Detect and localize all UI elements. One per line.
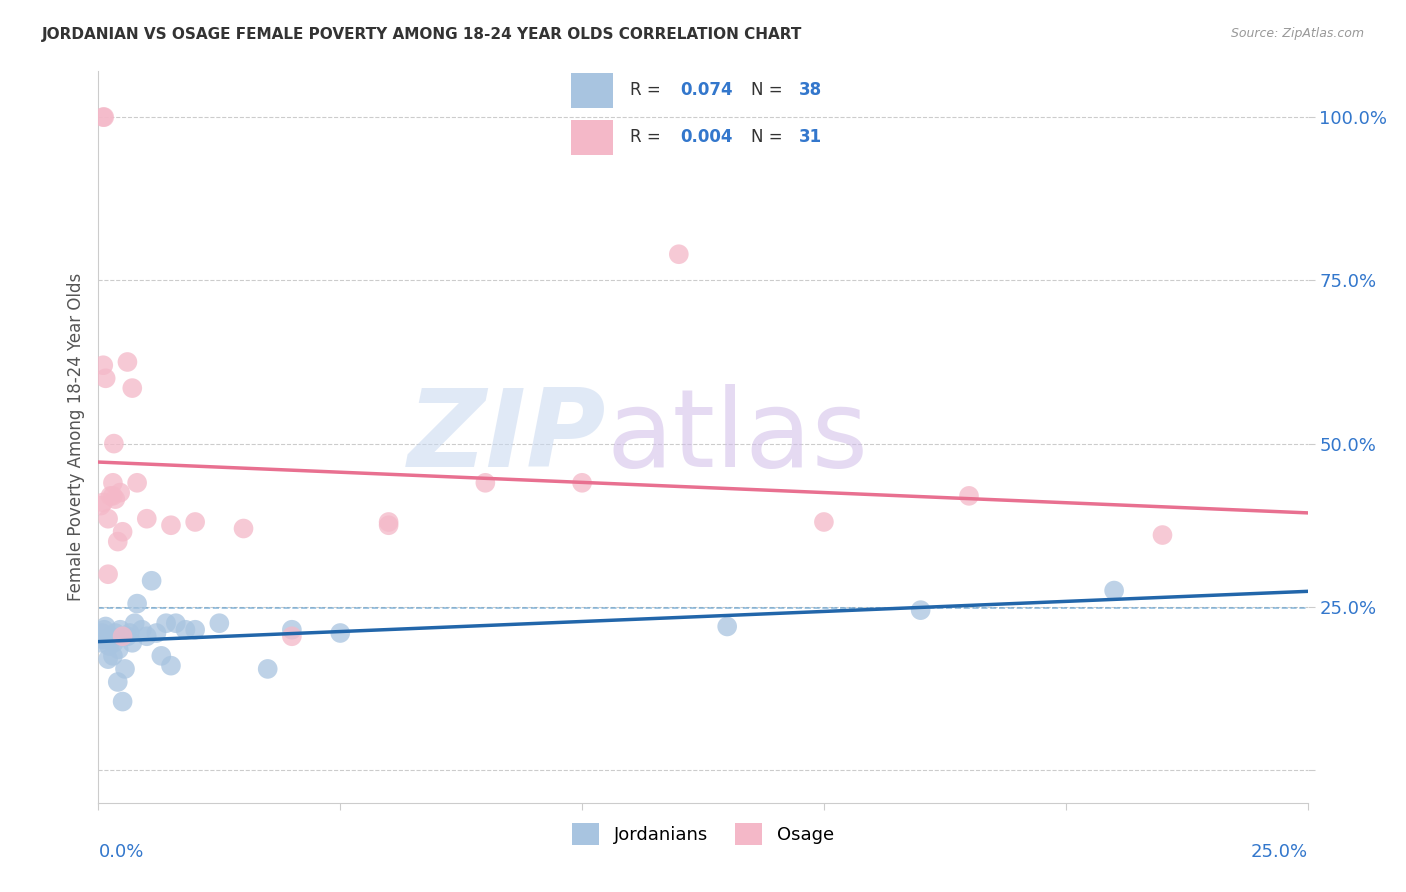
Point	[121, 636, 143, 650]
Point	[135, 512, 157, 526]
Point	[1152, 528, 1174, 542]
Point	[108, 485, 131, 500]
Point	[155, 616, 177, 631]
Point	[98, 639, 121, 653]
Point	[571, 475, 593, 490]
Text: 25.0%: 25.0%	[1250, 843, 1308, 861]
Point	[101, 489, 124, 503]
Point	[100, 489, 122, 503]
Point	[91, 110, 114, 124]
Point	[281, 623, 304, 637]
Text: 0.004: 0.004	[681, 128, 733, 146]
Text: N =: N =	[751, 81, 789, 99]
Point	[813, 515, 835, 529]
Point	[329, 626, 352, 640]
Point	[135, 629, 157, 643]
Point	[117, 355, 139, 369]
Point	[104, 626, 127, 640]
Point	[103, 436, 125, 450]
Point	[103, 636, 125, 650]
Bar	[571, 120, 613, 155]
Point	[141, 574, 163, 588]
Point	[114, 662, 136, 676]
Point	[94, 619, 117, 633]
Point	[127, 475, 149, 490]
Point	[124, 616, 146, 631]
Point	[91, 632, 114, 647]
Point	[97, 652, 120, 666]
Point	[111, 629, 134, 643]
Point	[208, 616, 231, 631]
Text: JORDANIAN VS OSAGE FEMALE POVERTY AMONG 18-24 YEAR OLDS CORRELATION CHART: JORDANIAN VS OSAGE FEMALE POVERTY AMONG …	[42, 27, 803, 42]
Point	[118, 626, 141, 640]
Point	[91, 358, 114, 372]
Point	[668, 247, 690, 261]
Point	[91, 495, 114, 509]
Point	[101, 475, 124, 490]
Point	[377, 515, 399, 529]
Text: N =: N =	[751, 128, 789, 146]
Point	[160, 518, 183, 533]
Point	[117, 629, 139, 643]
Point	[107, 642, 129, 657]
Text: 31: 31	[799, 128, 821, 146]
Point	[256, 662, 278, 676]
Point	[474, 475, 496, 490]
Point	[910, 603, 932, 617]
Text: R =: R =	[630, 128, 666, 146]
Point	[127, 597, 149, 611]
Point	[97, 512, 120, 526]
Text: Source: ZipAtlas.com: Source: ZipAtlas.com	[1230, 27, 1364, 40]
Point	[101, 648, 124, 663]
Point	[93, 623, 115, 637]
Point	[108, 623, 131, 637]
Legend: Jordanians, Osage: Jordanians, Osage	[565, 816, 841, 852]
Text: atlas: atlas	[606, 384, 869, 490]
Point	[957, 489, 980, 503]
Point	[232, 521, 254, 535]
Point	[104, 492, 127, 507]
Point	[100, 629, 122, 643]
Point	[281, 629, 304, 643]
Point	[184, 623, 207, 637]
Point	[107, 534, 129, 549]
Point	[377, 518, 399, 533]
Point	[90, 499, 112, 513]
Text: 38: 38	[799, 81, 821, 99]
Text: ZIP: ZIP	[408, 384, 606, 490]
Point	[111, 524, 134, 539]
Point	[716, 619, 738, 633]
Point	[150, 648, 173, 663]
Point	[131, 623, 153, 637]
Point	[94, 371, 117, 385]
Point	[160, 658, 183, 673]
Point	[111, 695, 134, 709]
Point	[93, 110, 115, 124]
Text: R =: R =	[630, 81, 666, 99]
Point	[184, 515, 207, 529]
Point	[174, 623, 197, 637]
Point	[1102, 583, 1125, 598]
Point	[165, 616, 187, 631]
Point	[97, 567, 120, 582]
Point	[107, 675, 129, 690]
Point	[90, 636, 112, 650]
Point	[91, 626, 114, 640]
Point	[145, 626, 167, 640]
Text: 0.074: 0.074	[681, 81, 733, 99]
Text: 0.0%: 0.0%	[98, 843, 143, 861]
Y-axis label: Female Poverty Among 18-24 Year Olds: Female Poverty Among 18-24 Year Olds	[66, 273, 84, 601]
Bar	[571, 73, 613, 108]
Point	[121, 381, 143, 395]
